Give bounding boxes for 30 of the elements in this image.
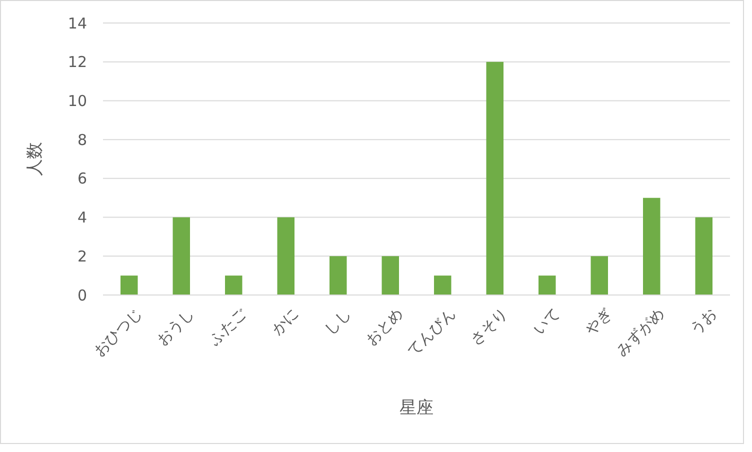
y-tick-label: 12 bbox=[68, 53, 87, 72]
bar bbox=[225, 276, 242, 295]
y-tick-label: 2 bbox=[77, 247, 87, 266]
bar bbox=[382, 256, 399, 295]
y-axis-title: 人数 bbox=[25, 142, 45, 176]
y-tick-label: 4 bbox=[77, 208, 87, 227]
bar bbox=[643, 198, 660, 295]
x-tick-label: さそり bbox=[466, 304, 512, 350]
bar bbox=[277, 217, 294, 295]
x-tick-label: おひつじ bbox=[90, 304, 146, 360]
bar bbox=[434, 276, 452, 295]
y-tick-label: 8 bbox=[77, 130, 87, 149]
bar bbox=[538, 276, 556, 295]
bar bbox=[590, 256, 608, 295]
bar bbox=[695, 217, 712, 295]
y-tick-label: 14 bbox=[68, 14, 87, 32]
bar bbox=[486, 62, 504, 295]
y-tick-label: 0 bbox=[77, 286, 87, 304]
x-tick-label: しし bbox=[320, 304, 354, 338]
x-tick-label: うお bbox=[686, 304, 720, 338]
y-tick-label: 10 bbox=[68, 92, 87, 110]
x-tick-label: いて bbox=[529, 304, 564, 338]
y-tick-label: 6 bbox=[77, 170, 87, 188]
x-tick-label: ふたご bbox=[204, 304, 251, 350]
bar bbox=[172, 217, 190, 295]
x-axis-title: 星座 bbox=[400, 398, 434, 418]
x-tick-label: かに bbox=[268, 304, 302, 338]
x-tick-label: おうし bbox=[153, 304, 198, 350]
bar bbox=[330, 256, 347, 295]
bar bbox=[120, 276, 138, 295]
